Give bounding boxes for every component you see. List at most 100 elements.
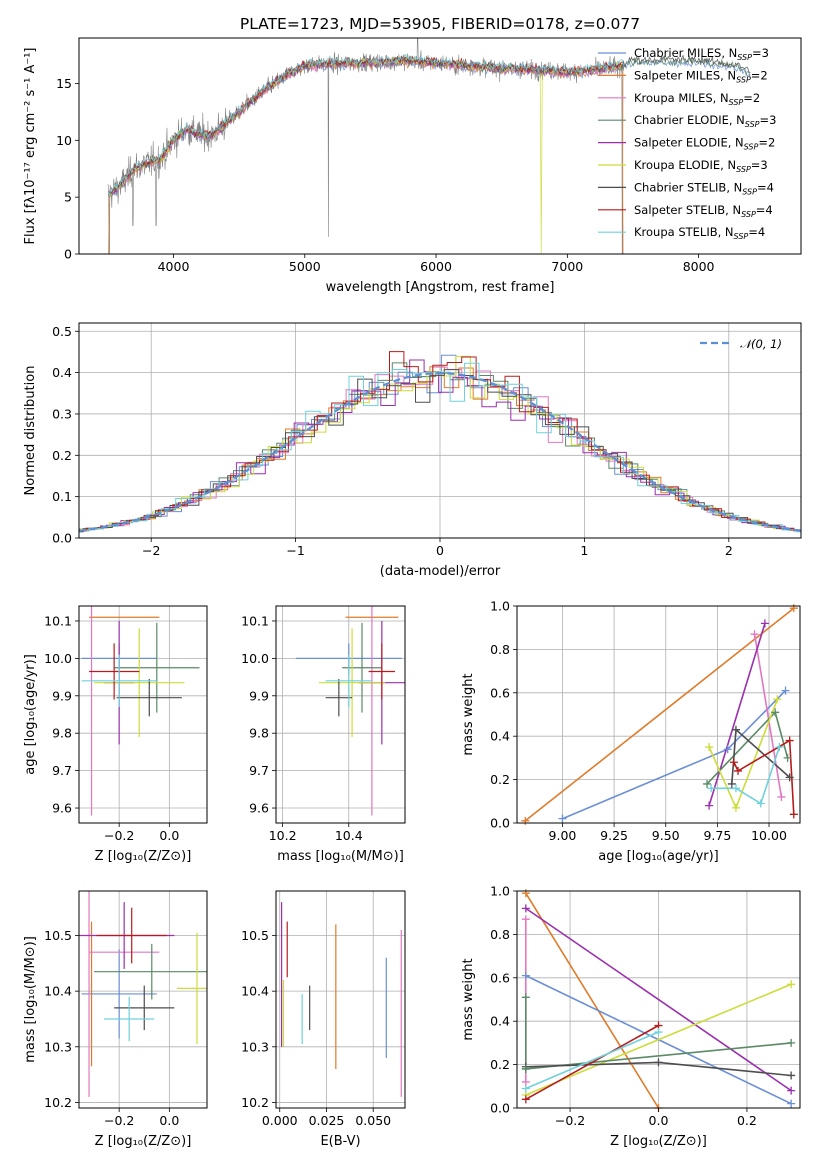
weight-point-marker <box>787 1086 796 1095</box>
axes-frame <box>275 605 406 824</box>
weight-series-line <box>525 1024 659 1100</box>
plot-area <box>295 606 405 816</box>
x-tick-label: −0.2 <box>555 1113 585 1128</box>
legend-label: Chabrier STELIB, NSSP=4 <box>634 180 774 196</box>
x-tick-label: 10.4 <box>335 828 363 843</box>
y-axis-label: Flux [fλ10⁻¹⁷ erg cm⁻² s⁻¹ A⁻¹] <box>23 48 38 245</box>
weight-point-marker <box>777 792 786 801</box>
y-tick-label: 10.3 <box>241 1039 269 1054</box>
x-tick-label: 6000 <box>420 259 452 274</box>
weight-point-marker <box>654 1028 663 1037</box>
weight-point-marker <box>785 773 794 782</box>
y-tick-label: 0.5 <box>52 324 72 339</box>
y-tick-label: 0.3 <box>52 406 72 421</box>
y-tick-label: 1.0 <box>490 599 510 614</box>
y-tick-label: 9.8 <box>249 726 269 741</box>
weight-point-marker <box>785 736 794 745</box>
y-tick-label: 0.0 <box>490 1101 510 1116</box>
x-tick-label: −2 <box>142 543 160 558</box>
legend-label: Kroupa MILES, NSSP=2 <box>634 91 760 107</box>
x-tick-label: 0 <box>436 543 444 558</box>
weight-point-marker <box>787 1071 796 1080</box>
x-tick-label: 0.050 <box>355 1113 391 1128</box>
weight-series-line <box>708 623 766 806</box>
plot-area <box>524 607 795 822</box>
y-tick-label: 9.8 <box>52 726 72 741</box>
y-tick-label: 9.9 <box>249 688 269 703</box>
y-tick-label: 0.0 <box>52 531 72 546</box>
x-tick-label: 0.0 <box>649 1113 669 1128</box>
plot-area <box>524 892 792 1108</box>
y-tick-label: 0.8 <box>490 927 510 942</box>
y-tick-label: 0.2 <box>490 772 510 787</box>
weight-vs-age-panel: 9.00 9.25 9.50 9.75 10.00 0.0 0.2 0.4 0.6 0.8 1.0 a… <box>461 599 801 864</box>
x-tick-label: 9.00 <box>549 828 577 843</box>
x-tick-label: 8000 <box>683 259 715 274</box>
weight-point-marker <box>789 810 798 819</box>
y-tick-label: 0.2 <box>52 448 72 463</box>
axes-frame <box>78 37 802 255</box>
figure-title: PLATE=1723, MJD=53905, FIBERID=0178, z=0… <box>240 15 640 33</box>
y-tick-label: 0.1 <box>52 489 72 504</box>
y-tick-label: 10.5 <box>44 928 72 943</box>
weight-series-line <box>711 746 781 805</box>
y-axis-label: Normed distribution <box>23 366 38 496</box>
weight-point-marker <box>521 1095 530 1104</box>
axes-frame <box>78 890 208 1109</box>
legend-label: 𝒩(0, 1) <box>740 337 782 351</box>
residual-histogram <box>79 369 801 533</box>
y-axis-label: age [log₁₀(age/yr)] <box>23 654 38 775</box>
weight-point-marker <box>521 1077 530 1086</box>
weight-point-marker <box>521 993 530 1002</box>
x-axis-label: age [log₁₀(age/yr)] <box>598 849 719 864</box>
mass-vs-reddening-panel: 0.000 0.025 0.050 10.2 10.3 10.4 10.5 E(B-V) <box>241 890 406 1149</box>
y-tick-label: 9.9 <box>52 688 72 703</box>
plot-area <box>281 902 402 1097</box>
x-tick-label: 0.0 <box>159 1113 179 1128</box>
y-tick-label: 10.0 <box>44 651 72 666</box>
weight-point-marker <box>771 708 780 717</box>
weight-series-line <box>524 607 795 822</box>
x-tick-label: 0.025 <box>309 1113 345 1128</box>
weight-point-marker <box>654 1058 663 1067</box>
legend-label: Kroupa ELODIE, NSSP=3 <box>634 158 768 174</box>
legend-label: Salpeter STELIB, NSSP=4 <box>634 203 773 219</box>
weight-point-marker <box>734 766 743 775</box>
x-tick-label: −0.2 <box>104 828 134 843</box>
x-tick-label: 9.50 <box>652 828 680 843</box>
y-axis-label: mass weight <box>461 673 476 755</box>
y-tick-label: 10.1 <box>44 613 72 628</box>
weight-point-marker <box>787 1038 796 1047</box>
x-axis-label: mass [log₁₀(M/M⊙)] <box>277 849 404 864</box>
y-tick-label: 10.4 <box>44 984 72 999</box>
x-axis-label: wavelength [Angstrom, rest frame] <box>326 280 555 295</box>
weight-point-marker <box>787 980 796 989</box>
legend-label: Kroupa STELIB, NSSP=4 <box>634 225 765 241</box>
x-axis-label: (data-model)/error <box>380 564 501 579</box>
legend-label: Salpeter ELODIE, NSSP=2 <box>634 136 775 152</box>
weight-point-marker <box>781 686 790 695</box>
x-tick-label: 5000 <box>289 259 321 274</box>
legend-label: Salpeter MILES, NSSP=2 <box>634 68 768 84</box>
weight-series-line <box>562 690 787 820</box>
y-axis-label: mass weight <box>461 958 476 1040</box>
y-tick-label: 10.5 <box>241 928 269 943</box>
weight-point-marker <box>521 889 530 898</box>
weight-point-marker <box>723 745 732 754</box>
weight-vs-metallicity-panel: −0.2 0.0 0.2 0.0 0.2 0.4 0.6 0.8 1.0 Z [log₁₀(Z/Z… <box>461 884 801 1149</box>
age-vs-metallicity-panel: −0.2 0.0 9.6 9.7 9.8 9.9 10.0 10.1 Z [log₁₀(Z/Z⊙… <box>23 605 208 864</box>
weight-point-marker <box>731 725 740 734</box>
spectrum-panel: 4000 5000 6000 7000 8000 0 5 10 15 wavelength [An… <box>23 37 802 295</box>
weight-point-marker <box>773 695 782 704</box>
weight-series-line <box>753 634 783 798</box>
y-tick-label: 0.4 <box>52 365 72 380</box>
x-axis-label: Z [log₁₀(Z/Z⊙)] <box>95 1134 192 1149</box>
y-tick-label: 0.6 <box>490 685 510 700</box>
legend-label: Chabrier ELODIE, NSSP=3 <box>634 113 776 129</box>
y-tick-label: 10.4 <box>241 984 269 999</box>
axes-frame <box>78 605 208 824</box>
x-axis-label: Z [log₁₀(Z/Z⊙)] <box>95 849 192 864</box>
normal-reference-curve <box>79 371 801 532</box>
age-vs-mass-panel: 10.2 10.4 9.6 9.7 9.8 9.9 10.0 10.1 mass [log₁₀(… <box>241 605 406 864</box>
